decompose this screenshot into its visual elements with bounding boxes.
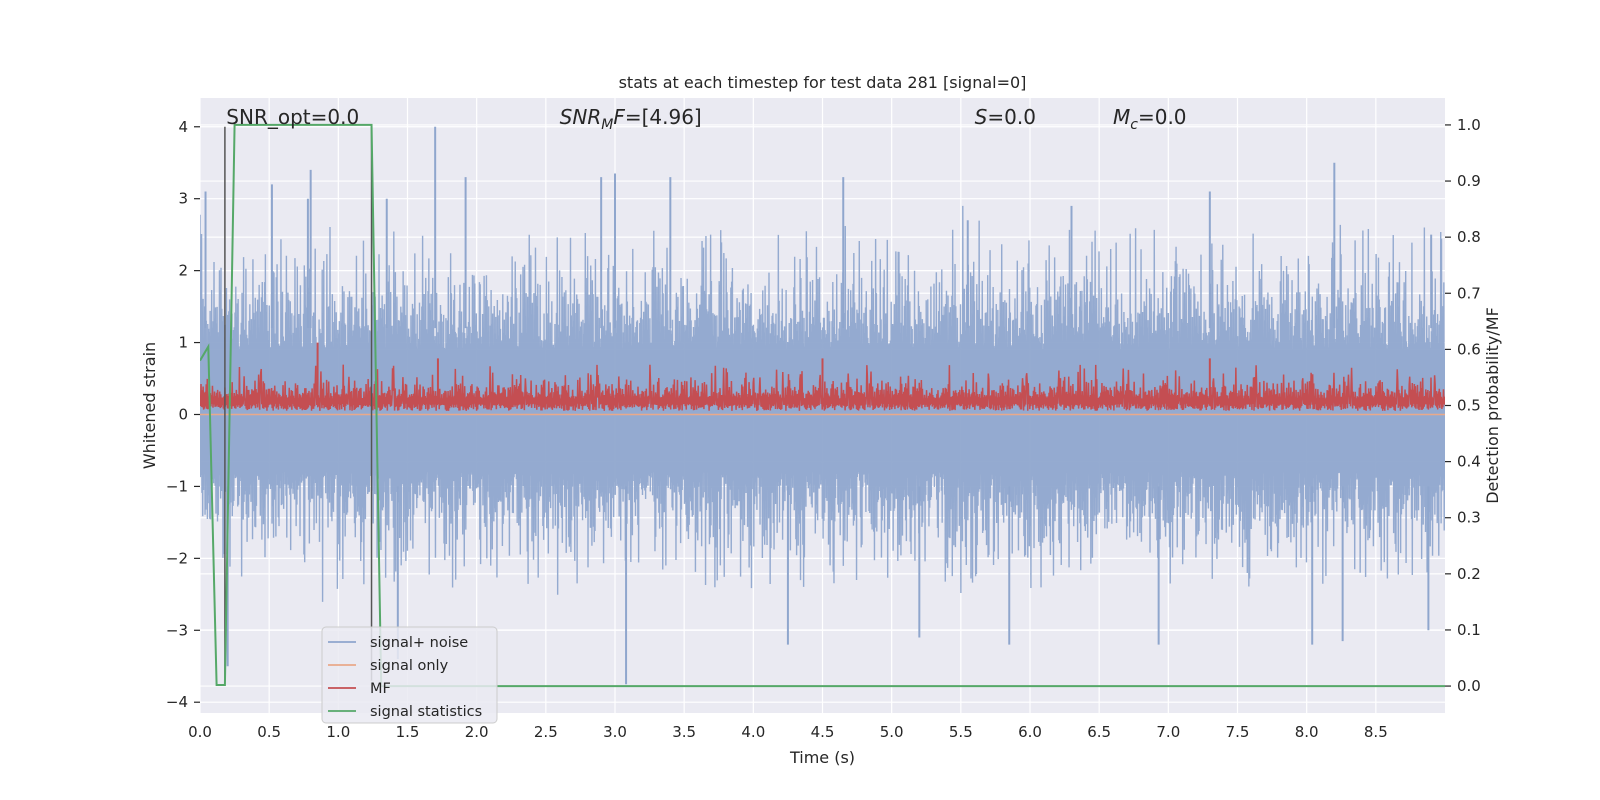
x-tick-label: 5.0 [880, 723, 904, 741]
x-tick-label: 0.0 [188, 723, 212, 741]
x-tick-label: 4.0 [741, 723, 765, 741]
x-tick-label: 4.5 [811, 723, 835, 741]
series-mf-trace [200, 364, 1445, 411]
chart-title: stats at each timestep for test data 281… [619, 73, 1027, 92]
x-axis: 0.0 0.5 1.0 1.5 2.0 2.5 3.0 3.5 4.0 4.5 5.0 5.5 6.0 6… [188, 723, 1388, 741]
y-tick-label-right: 0.9 [1457, 172, 1481, 190]
annotation-text: S=0.0 [975, 105, 1036, 129]
x-tick-label: 1.0 [326, 723, 350, 741]
x-tick-label: 3.5 [672, 723, 696, 741]
y-axis-label-left: Whitened strain [140, 342, 159, 469]
y-tick-label-right: 0.1 [1457, 621, 1481, 639]
y-tick-label-left: 2 [178, 262, 188, 280]
annotation-rest: =0.0 [1138, 105, 1187, 129]
legend: signal+ noise signal only MF signal statist… [321, 626, 498, 724]
y-tick-label-right: 0.8 [1457, 228, 1481, 246]
y-tick-label-right: 0.2 [1457, 565, 1481, 583]
annotation-subscript: c [1130, 117, 1138, 133]
x-tick-label: 2.0 [465, 723, 489, 741]
y-tick-label-right: 0.3 [1457, 509, 1481, 527]
x-axis-label: Time (s) [789, 748, 855, 767]
annotation-var: SNR [560, 105, 602, 129]
y-tick-label-left: −1 [166, 477, 188, 495]
legend-label: signal+ noise [370, 635, 468, 651]
y-tick-label-right: 0.5 [1457, 397, 1481, 415]
annotations: SNR_opt=0.0 SNRMF=[4.96] S=0.0 Mc=0.0 [226, 105, 1186, 133]
annotation-rest: =0.0 [987, 105, 1036, 129]
x-tick-label: 1.5 [396, 723, 420, 741]
legend-box [321, 626, 498, 724]
annotation-text: SNR_opt=0.0 [226, 105, 359, 129]
y-tick-label-right: 0.4 [1457, 453, 1481, 471]
annotation-subscript: M [601, 117, 613, 133]
x-tick-label: 0.5 [257, 723, 281, 741]
y-axis-label-right: Detection probability/MF [1483, 307, 1502, 504]
x-tick-label: 6.0 [1018, 723, 1042, 741]
annotation-var: S [975, 105, 988, 129]
x-tick-label: 5.5 [949, 723, 973, 741]
y-tick-label-left: −4 [166, 693, 188, 711]
annotation-text: Mc=0.0 [1113, 105, 1187, 133]
y-tick-label-left: 3 [178, 190, 188, 208]
series-signal-noise-trace [200, 205, 1445, 602]
annotation-var: M [1113, 105, 1130, 129]
legend-label: signal statistics [370, 704, 482, 720]
y-tick-label-left: 1 [178, 334, 188, 352]
y-tick-label-right: 0.7 [1457, 284, 1481, 302]
x-tick-label: 6.5 [1087, 723, 1111, 741]
y-tick-label-right: 1.0 [1457, 116, 1481, 134]
x-tick-label: 2.5 [534, 723, 558, 741]
x-tick-label: 8.5 [1364, 723, 1388, 741]
annotation-text: SNRMF=[4.96] [560, 105, 702, 133]
y-tick-label-right: 0.6 [1457, 340, 1481, 358]
y-axis-left: −4 −3 −2 −1 0 1 2 3 4 [166, 118, 200, 711]
legend-label: signal only [370, 658, 449, 674]
y-tick-label-left: −2 [166, 549, 188, 567]
x-tick-label: 8.0 [1295, 723, 1319, 741]
y-tick-label-left: 0 [178, 405, 188, 423]
y-axis-right: 0.0 0.1 0.2 0.3 0.4 0.5 0.6 0.7 0.8 0.9 1.0 [1445, 116, 1481, 695]
x-tick-label: 3.0 [603, 723, 627, 741]
y-tick-label-right: 0.0 [1457, 677, 1481, 695]
annotation-rest: F [613, 105, 625, 129]
legend-label: MF [370, 681, 391, 697]
x-tick-label: 7.5 [1226, 723, 1250, 741]
y-tick-label-left: 4 [178, 118, 188, 136]
x-tick-label: 7.0 [1156, 723, 1180, 741]
annotation-rest: =[4.96] [625, 105, 702, 129]
y-tick-label-left: −3 [166, 621, 188, 639]
